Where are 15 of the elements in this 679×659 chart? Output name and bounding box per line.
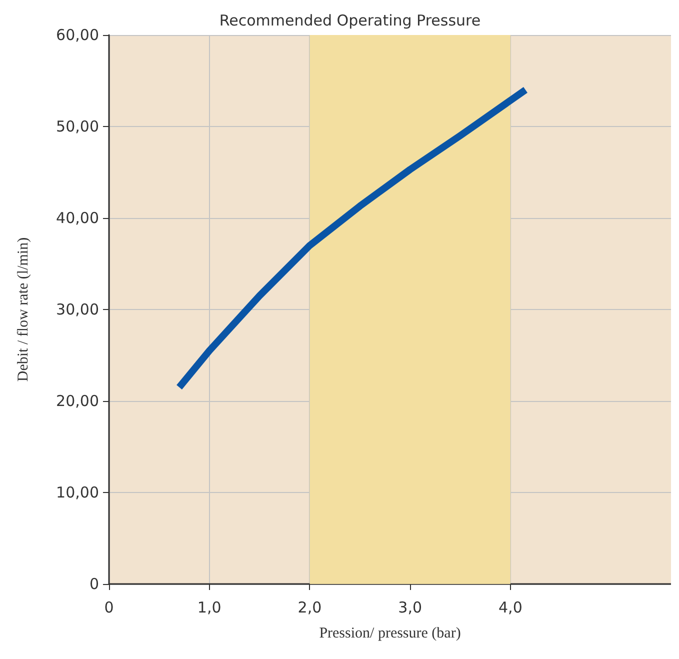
y-tick-label: 50,00 bbox=[56, 118, 99, 136]
y-tick-label: 30,00 bbox=[56, 300, 99, 318]
x-tick-label: 2,0 bbox=[298, 598, 322, 616]
y-tick-label: 60,00 bbox=[56, 26, 99, 44]
y-axis-title: Debit / flow rate (l/min) bbox=[16, 237, 32, 382]
chart-title: Recommended Operating Pressure bbox=[219, 12, 481, 30]
x-tick-label: 1,0 bbox=[197, 598, 222, 616]
x-tick-label: 0 bbox=[104, 598, 114, 616]
x-tick-label: 4,0 bbox=[498, 598, 522, 616]
y-tick-label: 40,00 bbox=[56, 209, 99, 227]
x-tick-label: 3,0 bbox=[398, 598, 422, 616]
y-tick-label: 10,00 bbox=[56, 484, 99, 502]
y-tick-label: 0 bbox=[89, 575, 99, 593]
x-axis-title: Pression/ pressure (bar) bbox=[319, 626, 461, 642]
y-tick-label: 20,00 bbox=[56, 392, 99, 410]
